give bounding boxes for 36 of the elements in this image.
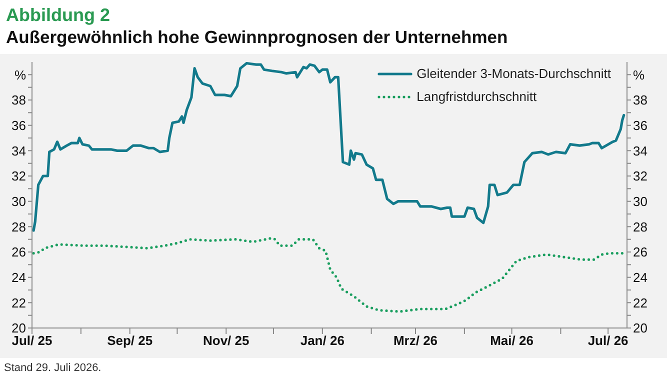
chart-title: Abbildung 2 xyxy=(6,4,111,26)
y-tick-label: 24 xyxy=(12,270,26,285)
y2-tick-label: 36 xyxy=(633,118,648,133)
x-tick-label: Sep/ 25 xyxy=(107,333,153,348)
y-tick-label: 28 xyxy=(12,219,26,234)
y2-tick-label: 28 xyxy=(633,219,648,234)
y2-tick-label: 32 xyxy=(633,168,648,184)
y-tick-label: 30 xyxy=(12,194,26,209)
y2-tick-label: 24 xyxy=(633,270,648,285)
y-tick-label: % xyxy=(14,67,26,82)
chart-subtitle: Außergewöhnlich hohe Gewinnprognosen der Unternehmen xyxy=(6,26,509,48)
line-series xyxy=(32,236,624,313)
y2-tick-label: 34 xyxy=(633,143,648,158)
y-tick-label: 26 xyxy=(12,244,26,260)
y2-tick-label: 30 xyxy=(633,194,648,209)
x-tick-label: Jul/ 26 xyxy=(588,333,628,348)
y-tick-label: 36 xyxy=(12,118,26,133)
y-tick-label: 22 xyxy=(12,295,26,310)
legend-label: Gleitender 3-Monats-Durchschnitt xyxy=(416,66,611,81)
y-tick-label: 38 xyxy=(12,92,26,108)
y2-tick-label: 38 xyxy=(633,92,648,108)
x-tick-label: Jan/ 26 xyxy=(300,333,344,348)
y-tick-label: 32 xyxy=(12,168,26,184)
y2-tick-label: % xyxy=(633,67,645,82)
y2-tick-label: 22 xyxy=(633,295,648,310)
x-tick-label: Mrz/ 26 xyxy=(393,333,438,348)
x-tick-label: Nov/ 25 xyxy=(203,333,250,348)
x-tick-label: Mai/ 26 xyxy=(490,333,534,348)
line-series xyxy=(32,62,626,232)
legend-label: Langfristdurchschnitt xyxy=(416,89,537,104)
x-tick-label: Jul/ 25 xyxy=(12,333,52,348)
text: Stand 29. Juli 2026. xyxy=(3,361,102,374)
y2-tick-label: 20 xyxy=(633,320,648,336)
y2-tick-label: 26 xyxy=(633,244,648,260)
y-tick-label: 34 xyxy=(12,143,26,158)
y-tick-label: 20 xyxy=(12,320,26,336)
